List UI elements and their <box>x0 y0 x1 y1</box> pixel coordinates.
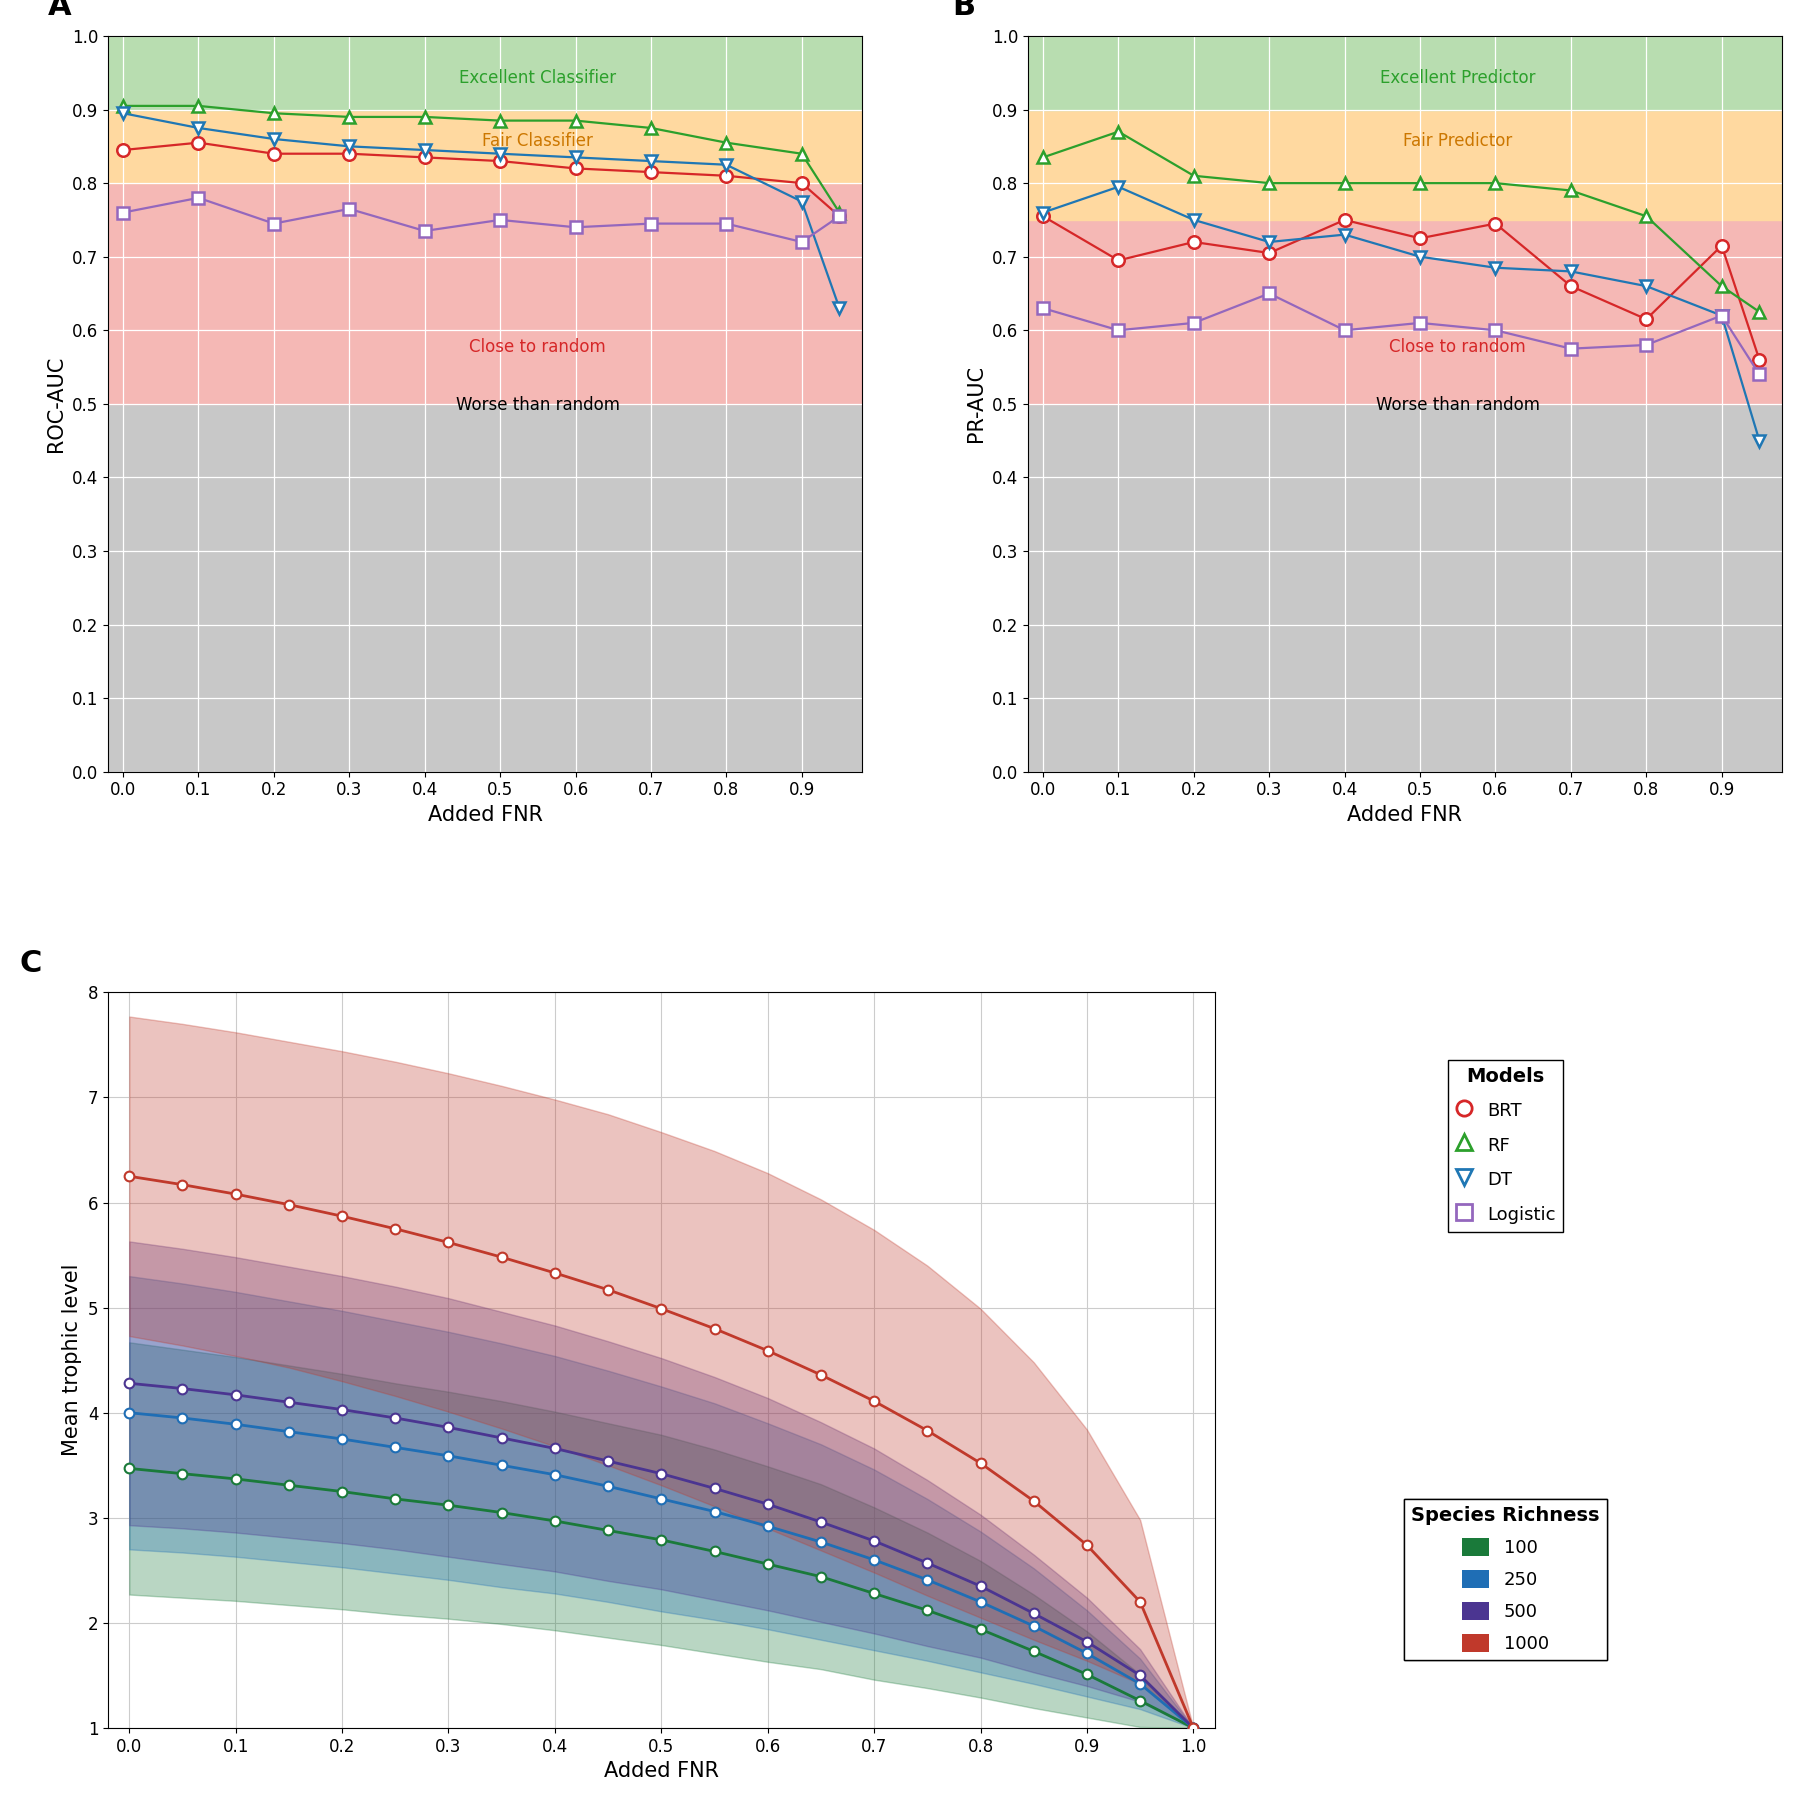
Bar <box>1028 110 1782 220</box>
Text: Close to random: Close to random <box>1390 338 1526 356</box>
Y-axis label: PR-AUC: PR-AUC <box>967 365 986 443</box>
Y-axis label: ROC-AUC: ROC-AUC <box>47 356 67 452</box>
Text: Worse than random: Worse than random <box>1375 396 1539 414</box>
Bar <box>108 403 862 772</box>
Bar <box>1028 220 1782 403</box>
X-axis label: Added FNR: Added FNR <box>1348 805 1462 824</box>
Bar <box>108 184 862 403</box>
Y-axis label: Mean trophic level: Mean trophic level <box>61 1264 83 1456</box>
Legend: 100, 250, 500, 1000: 100, 250, 500, 1000 <box>1404 1499 1607 1660</box>
Text: -: - <box>126 1795 133 1800</box>
X-axis label: Added FNR: Added FNR <box>428 805 542 824</box>
Text: C: C <box>20 949 41 977</box>
X-axis label: Added FNR: Added FNR <box>603 1760 718 1782</box>
Bar <box>108 36 862 110</box>
Text: Excellent Predictor: Excellent Predictor <box>1381 68 1535 86</box>
Bar <box>1028 36 1782 110</box>
Text: Close to random: Close to random <box>470 338 607 356</box>
Bar <box>1028 403 1782 772</box>
Text: Fair Predictor: Fair Predictor <box>1404 131 1512 149</box>
Text: B: B <box>952 0 976 22</box>
Bar <box>108 110 862 184</box>
Text: Fair Classifier: Fair Classifier <box>482 131 594 149</box>
Text: Excellent Classifier: Excellent Classifier <box>459 68 616 86</box>
Text: Worse than random: Worse than random <box>455 396 619 414</box>
Text: A: A <box>47 0 72 22</box>
